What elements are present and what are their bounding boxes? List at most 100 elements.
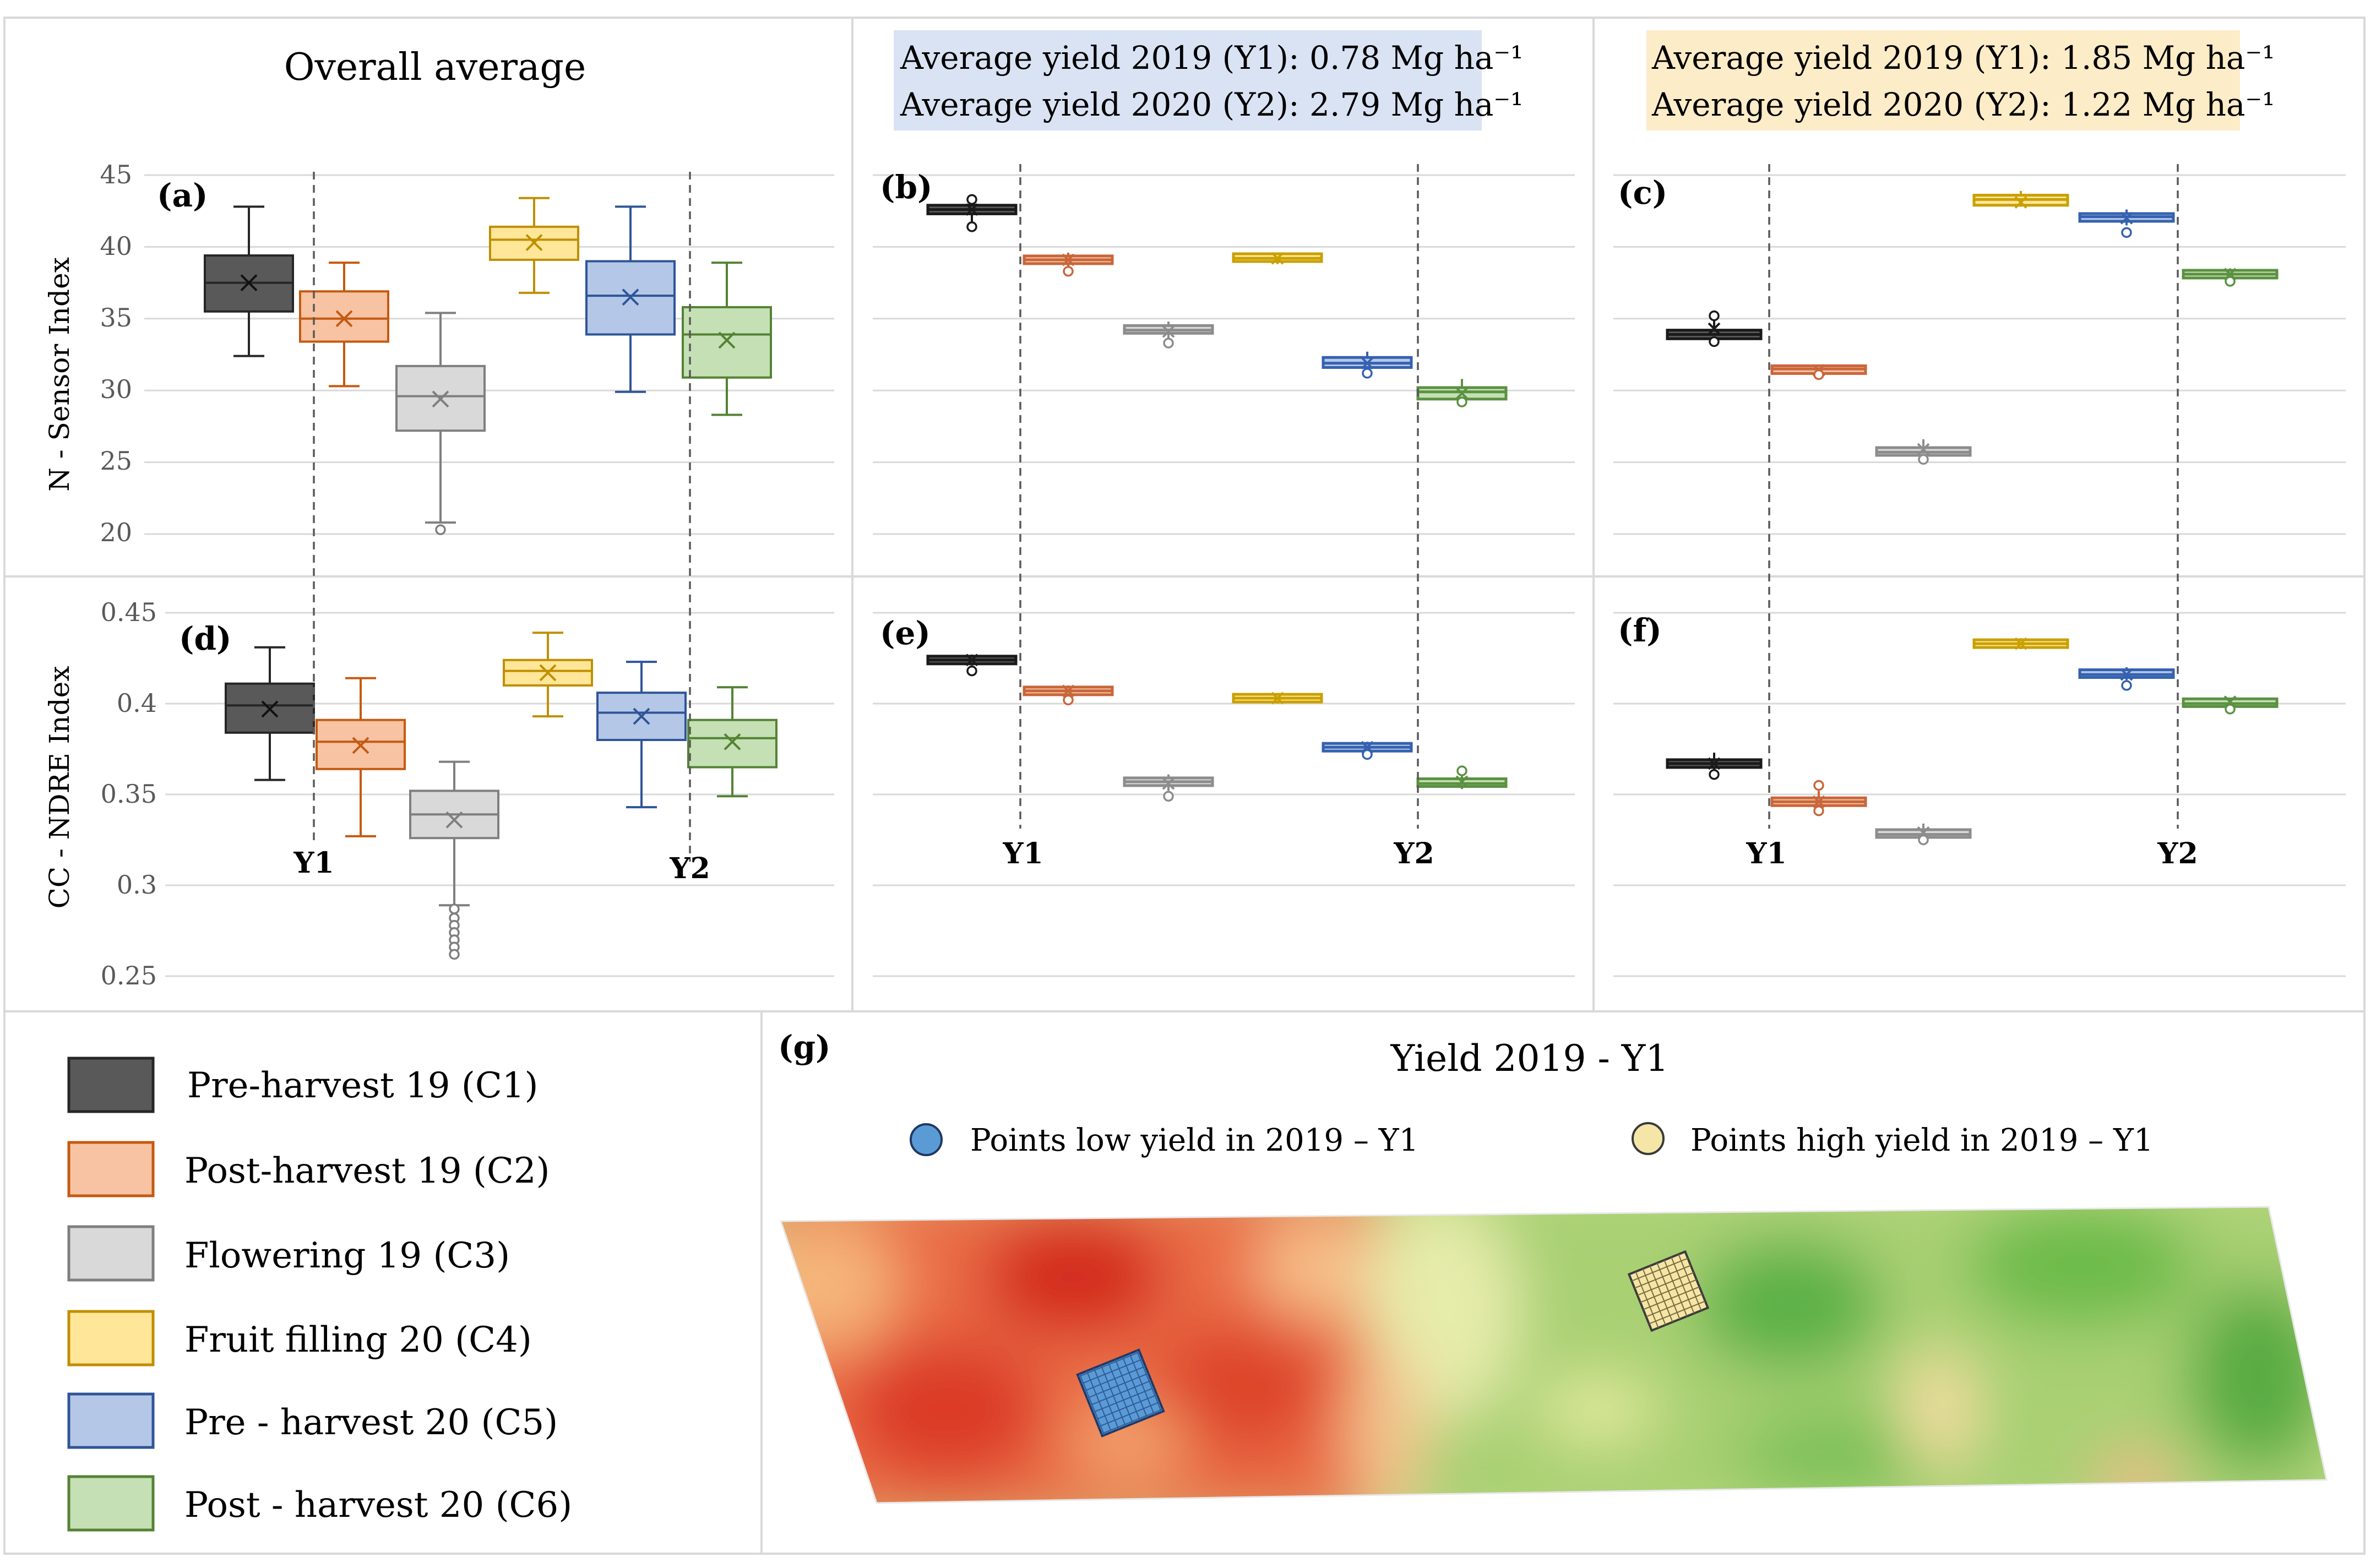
p4-box-c1-mean-marker: [261, 700, 279, 718]
p1-box-c2-mean-marker: [335, 310, 353, 328]
p5-box-c2-mean-marker: [1062, 684, 1075, 698]
yield-box-b-line1: Average yield 2019 (Y1): 0.78 Mg ha⁻¹: [900, 39, 1523, 77]
heat-yellow-2: [1536, 1376, 1657, 1442]
p1-box-c5-mean-marker: [622, 288, 639, 306]
p2-box-c3-mean-marker: [1162, 325, 1175, 338]
y2-label-e: Y2: [1393, 837, 1434, 870]
p3-box-c1-outlier-0: [1709, 336, 1720, 347]
p2-box-c5-outlier-0: [1362, 368, 1373, 379]
ytick-d-3: 0.3: [117, 870, 157, 900]
p3-box-c3-outlier-0: [1918, 454, 1929, 465]
map-legend-high-marker: [1632, 1122, 1665, 1155]
ytick-a-0: 45: [100, 160, 132, 189]
legend-label-c1: Pre-harvest 19 (C1): [187, 1065, 538, 1106]
p1-box-c6-iqr: [682, 306, 772, 379]
map-title: Yield 2019 - Y1: [1390, 1037, 1669, 1080]
p4-box-c5-mean-marker: [633, 707, 650, 725]
legend-swatch-c3: [67, 1225, 155, 1282]
panel-a-frame: [3, 17, 853, 578]
p2-box-c3-outlier-0: [1163, 337, 1174, 349]
heat-red-core-2: [848, 1338, 1046, 1481]
legend-swatch-c4: [67, 1310, 155, 1366]
p4-box-c4-mean-marker: [539, 664, 557, 682]
p2-box-c5-mean-marker: [1361, 357, 1374, 370]
p2-box-c1-outlier-0: [966, 221, 977, 232]
ytick-d-0: 0.45: [101, 597, 157, 627]
heat-orange-2: [1255, 1217, 1388, 1316]
p4-box-c3-mean-marker: [445, 811, 463, 829]
p1-box-c3-mean-marker: [432, 390, 449, 408]
ytick-a-1: 40: [100, 231, 132, 261]
low-yield-grid: [1076, 1348, 1165, 1438]
ylabel-nsensor: N - Sensor Index: [44, 257, 75, 492]
heat-green-1: [1696, 1239, 1883, 1371]
p5-box-c3-mean-marker: [1162, 777, 1175, 790]
p2-box-c1-mean-marker: [965, 203, 978, 216]
legend-swatch-c1: [67, 1057, 155, 1113]
overall-title: Overall average: [284, 46, 586, 89]
legend-swatch-c6: [67, 1475, 155, 1532]
heat-red-core-3: [1151, 1321, 1327, 1453]
p4-box-c6-mean-marker: [724, 733, 741, 750]
panel-label-f: (f): [1618, 612, 1662, 649]
yield-map-outline: [779, 1206, 2328, 1504]
panel-label-a: (a): [157, 177, 208, 214]
map-legend-high-label: Points high yield in 2019 – Y1: [1690, 1123, 2154, 1158]
yticks-a: 45 40 35 30 25 20: [100, 160, 132, 547]
legend-label-c2: Post-harvest 19 (C2): [184, 1151, 550, 1191]
legend-swatch-c5: [67, 1392, 155, 1449]
panel-label-g: (g): [778, 1028, 830, 1066]
p5-box-c1-outlier-0: [966, 665, 977, 677]
heat-green-3: [2186, 1283, 2326, 1470]
p3-box-c3-mean-marker: [1917, 443, 1930, 456]
yield-map-heat: [781, 1207, 2326, 1503]
heat-mid-band: [1349, 1349, 1426, 1503]
map-legend-low-marker: [910, 1123, 943, 1156]
p5-box-c1-mean-marker: [965, 654, 978, 667]
legend-label-c6: Post - harvest 20 (C6): [184, 1485, 572, 1526]
p5-box-c5-outlier-0: [1362, 749, 1373, 760]
p6-box-c5-mean-marker: [2120, 668, 2133, 681]
p2-box-c6-mean-marker: [1455, 387, 1469, 400]
p1-box-c4-mean-marker: [525, 234, 543, 251]
p3-box-c5-outlier-0: [2121, 227, 2132, 238]
yield-box-b-bg: [894, 30, 1482, 130]
y2-label-f: Y2: [2157, 837, 2198, 870]
yield-box-c-line2: Average yield 2020 (Y2): 1.22 Mg ha⁻¹: [1651, 86, 2275, 123]
p5-box-c4-mean-marker: [1271, 692, 1284, 705]
map-legend-low-label: Points low yield in 2019 – Y1: [970, 1123, 1418, 1158]
p2-box-c6-outlier-0: [1456, 396, 1467, 407]
yield-box-c-line1: Average yield 2019 (Y1): 1.85 Mg ha⁻¹: [1651, 39, 2275, 77]
p6-box-c1-outlier-0: [1709, 769, 1720, 780]
legend-label-c3: Flowering 19 (C3): [184, 1235, 510, 1276]
panel-label-e: (e): [880, 614, 931, 652]
ytick-a-3: 30: [100, 374, 132, 404]
panel-label-b: (b): [880, 168, 932, 206]
p5-box-c3-outlier-0: [1163, 791, 1174, 802]
panel-label-c: (c): [1618, 174, 1667, 211]
p6-box-c2-outlier-1: [1813, 780, 1824, 791]
p4-box-c3-outlier-6: [449, 949, 460, 960]
p6-box-c5-outlier-0: [2121, 680, 2132, 691]
y1-label-d: Y1: [293, 846, 334, 880]
p3-box-c2-outlier-0: [1813, 369, 1824, 380]
ytick-d-2: 0.35: [101, 779, 157, 809]
legend-label-c5: Pre - harvest 20 (C5): [184, 1402, 558, 1443]
ylabel-ndre: CC - NDRE Index: [44, 666, 75, 909]
panel-label-d: (d): [179, 620, 231, 657]
ytick-a-5: 20: [100, 518, 132, 547]
map-frame: [760, 1010, 2366, 1555]
p6-box-c2-outlier-0: [1813, 805, 1824, 816]
chart-layer: [144, 174, 2346, 977]
p2-box-c2-mean-marker: [1062, 253, 1075, 266]
y1-label-f: Y1: [1746, 837, 1786, 870]
heat-red-core-1: [980, 1217, 1167, 1338]
yield-box-b-line2: Average yield 2020 (Y2): 2.79 Mg ha⁻¹: [900, 86, 1523, 123]
p6-box-c6-outlier-0: [2225, 704, 2236, 715]
heat-green-4: [1735, 1409, 1955, 1498]
y2-label-d: Y2: [669, 852, 710, 885]
p4-box-c6-iqr: [687, 718, 777, 769]
high-yield-grid: [1627, 1250, 1710, 1332]
legend: Pre-harvest 19 (C1) Post-harvest 19 (C2)…: [67, 1057, 572, 1532]
